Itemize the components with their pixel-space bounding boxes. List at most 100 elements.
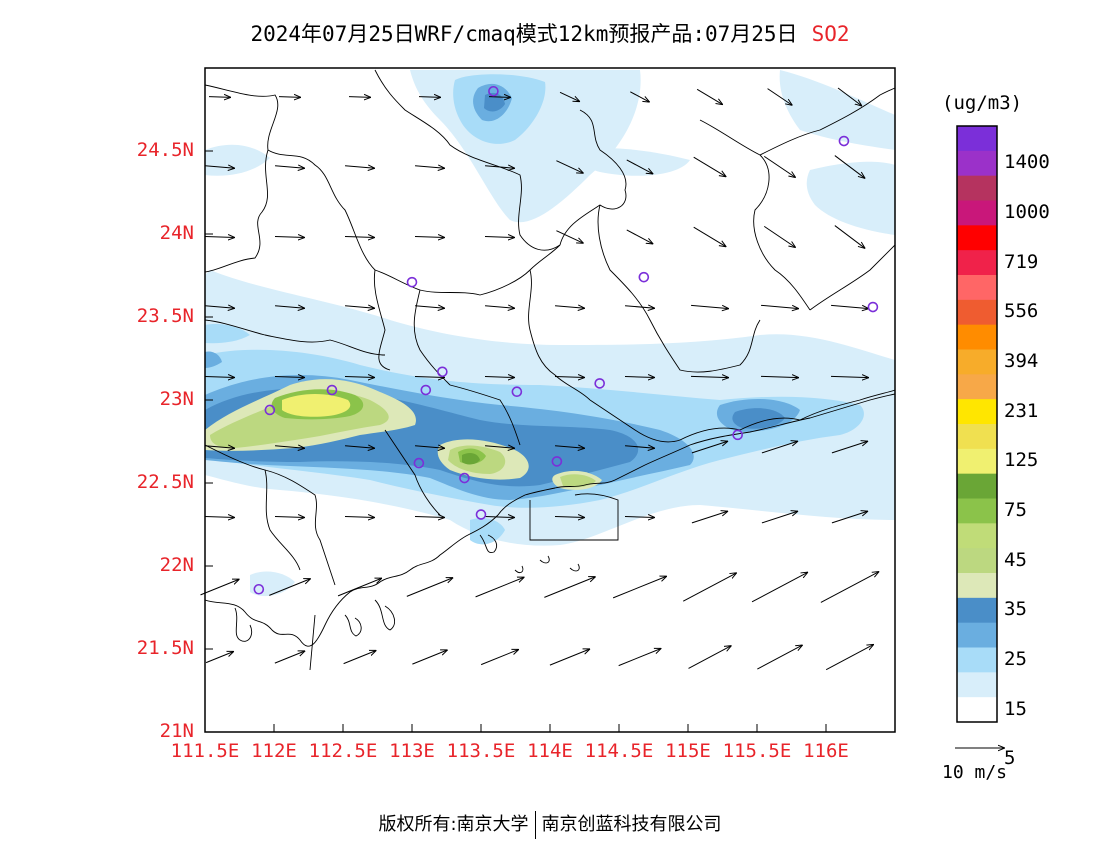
wind-arrow <box>415 446 445 449</box>
wind-arrow <box>475 577 525 598</box>
title-text: 2024年07月25日WRF/cmaq模式12km预报产品:07月25日 <box>250 22 798 46</box>
wind-arrow <box>555 306 585 309</box>
wind-arrow <box>820 572 879 603</box>
colorbar-swatch <box>957 548 997 574</box>
wind-arrow <box>348 97 371 98</box>
colorbar <box>956 125 998 723</box>
wind-arrow <box>344 516 375 517</box>
wind-arrow <box>549 649 590 666</box>
wind-arrow <box>208 97 231 98</box>
station-marker <box>253 583 265 595</box>
wind-arrow <box>761 305 799 308</box>
wind-arrow <box>682 573 737 602</box>
wind-arrow <box>275 166 305 169</box>
station-marker <box>413 457 425 469</box>
wind-arrow <box>624 376 655 377</box>
so2-concentration-field <box>205 70 895 597</box>
wind-arrow <box>485 446 515 449</box>
wind-arrow <box>555 446 585 449</box>
colorbar-frame <box>956 125 998 723</box>
wind-arrow <box>831 305 869 308</box>
colorbar-swatch <box>957 697 997 723</box>
wind-arrow <box>831 511 868 524</box>
wind-arrow <box>831 441 868 454</box>
colorbar-label: 719 <box>1004 250 1039 273</box>
station-marker <box>264 404 276 416</box>
wind-arrow <box>275 306 305 309</box>
wind-arrow <box>834 155 865 179</box>
wind-arrow <box>693 156 727 177</box>
wind-arrow <box>414 516 445 517</box>
wind-arrow <box>625 306 655 309</box>
wind-arrow <box>837 87 862 106</box>
colorbar-label: 45 <box>1004 548 1027 571</box>
wind-arrow <box>337 578 382 597</box>
wind-arrow <box>760 376 799 377</box>
wind-arrow <box>200 579 240 596</box>
wind-vectors <box>200 87 880 671</box>
station-marker <box>838 135 850 147</box>
colorbar-label: 231 <box>1004 399 1039 422</box>
colorbar-label: 5 <box>1004 747 1016 770</box>
wind-arrow <box>274 376 305 377</box>
map-title: 2024年07月25日WRF/cmaq模式12km预报产品:07月25日 SO2 <box>0 18 1100 48</box>
colorbar-swatch <box>957 672 997 698</box>
colorbar-swatch <box>957 150 997 177</box>
wind-arrow <box>830 376 869 377</box>
lon-label: 112E <box>251 740 297 762</box>
colorbar-swatch <box>957 597 997 624</box>
wind-arrow <box>691 441 728 454</box>
colorbar-swatch <box>957 448 997 475</box>
colorbar-label: 125 <box>1004 449 1039 472</box>
wind-arrow <box>275 446 305 449</box>
wind-arrow <box>204 376 235 377</box>
colorbar-label: 1400 <box>1004 151 1050 174</box>
lon-label: 114E <box>527 740 573 762</box>
wind-arrow <box>763 225 796 247</box>
wind-arrow <box>488 97 511 98</box>
wind-arrow <box>690 376 729 377</box>
wind-arrow <box>343 650 377 665</box>
wind-arrow <box>345 306 375 309</box>
station-marker <box>475 509 487 520</box>
station-marker <box>326 384 338 396</box>
colorbar-swatch <box>957 573 997 599</box>
footer: 版权所有:南京大学 南京创蓝科技有限公司 <box>0 810 1100 839</box>
wind-arrow <box>625 446 655 449</box>
lat-label: 21N <box>159 720 194 742</box>
colorbar-swatch <box>957 424 997 450</box>
wind-arrow <box>414 236 445 237</box>
administrative-boundaries <box>205 69 895 586</box>
wind-arrow <box>205 166 235 169</box>
wind-reference-label: 10 m/s <box>942 762 1008 783</box>
lon-label: 113.5E <box>446 740 516 762</box>
colorbar-label: 556 <box>1004 300 1039 323</box>
wind-arrow <box>554 516 585 517</box>
wind-arrow <box>688 646 732 669</box>
colorbar-label: 25 <box>1004 647 1027 670</box>
lon-label: 114.5E <box>584 740 654 762</box>
lon-label: 116E <box>803 740 849 762</box>
lat-label: 21.5N <box>136 637 194 659</box>
wind-arrow <box>825 644 874 671</box>
lon-label: 112.5E <box>308 740 378 762</box>
wind-arrow <box>696 88 723 104</box>
colorbar-swatch <box>957 523 997 549</box>
station-marker <box>459 472 470 484</box>
colorbar-swatch <box>957 250 997 276</box>
wind-arrow <box>344 236 375 237</box>
station-marker <box>594 378 605 389</box>
lat-label: 23N <box>159 388 194 410</box>
footer-company: 南京创蓝科技有限公司 <box>541 814 722 835</box>
colorbar-swatch <box>957 175 997 201</box>
wind-arrow <box>763 155 796 177</box>
wind-arrow <box>414 376 445 377</box>
wind-arrow <box>761 441 798 454</box>
station-marker <box>638 271 650 283</box>
lat-label: 24N <box>159 222 194 244</box>
wind-arrow <box>485 306 515 309</box>
footer-separator <box>534 811 536 839</box>
wind-arrow <box>274 236 305 237</box>
wind-arrow <box>345 166 375 169</box>
